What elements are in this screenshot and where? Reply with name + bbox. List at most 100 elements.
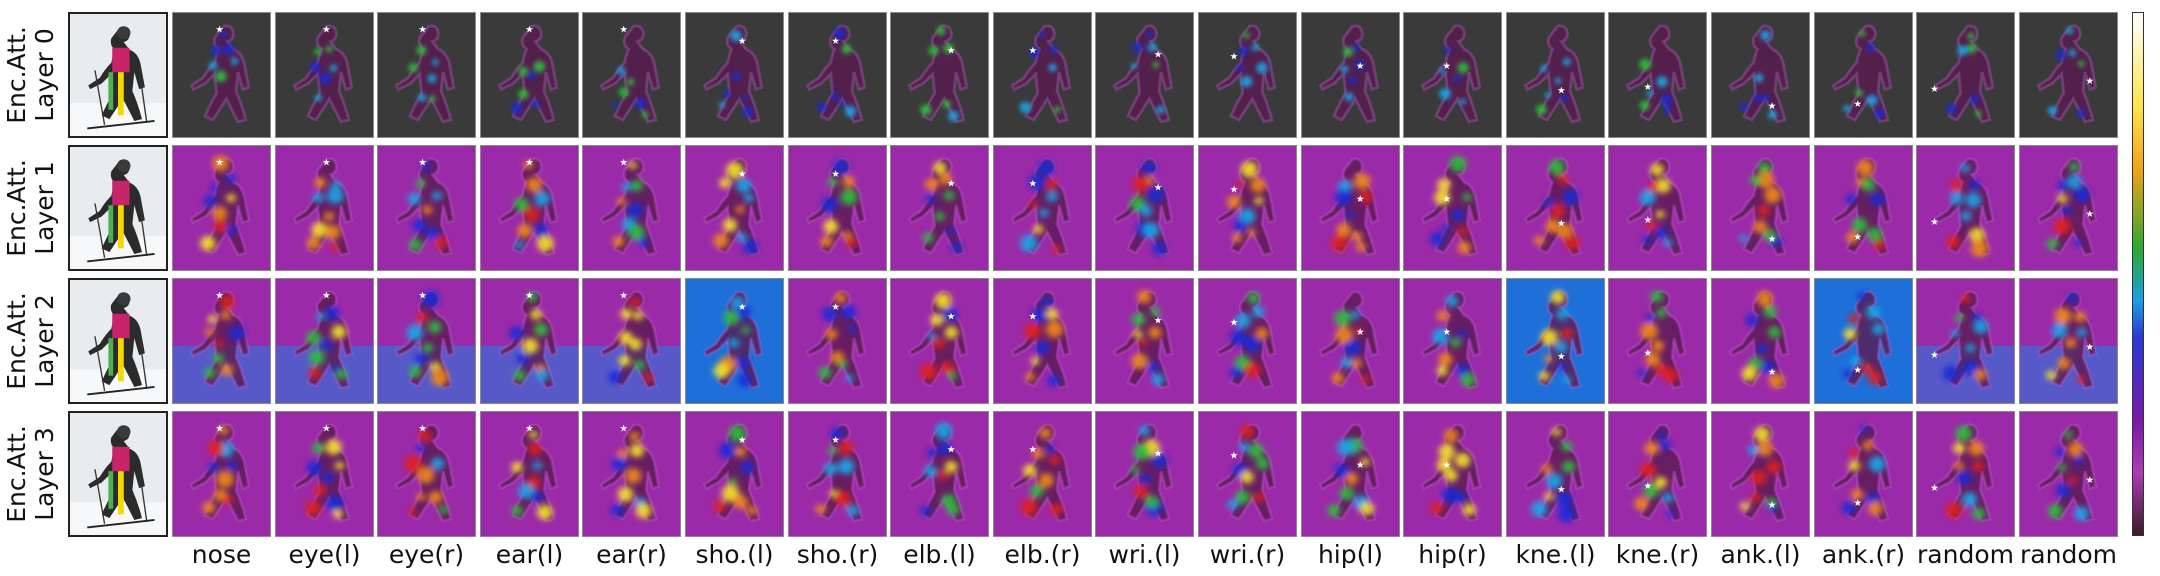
attention-map-panel: ★: [172, 145, 271, 271]
query-star-marker: ★: [1442, 61, 1451, 72]
query-star-marker: ★: [619, 291, 628, 302]
query-star-marker: ★: [1230, 450, 1239, 461]
attention-map-panel: ★: [2019, 411, 2118, 537]
attention-map-panel: ★: [377, 12, 476, 138]
attention-map-panel: ★: [1403, 278, 1502, 404]
query-star-marker: ★: [947, 312, 956, 323]
query-star-marker: ★: [525, 158, 534, 169]
column-label: kne.(l): [1515, 540, 1596, 569]
row-label: Enc.Att. Layer 2: [0, 278, 62, 404]
original-skier-image: [68, 411, 168, 537]
attention-map-panel: ★: [685, 145, 784, 271]
query-star-marker: ★: [619, 424, 628, 435]
attention-map-panel: ★: [1095, 145, 1194, 271]
attention-map-panel: ★: [788, 145, 887, 271]
query-star-marker: ★: [1356, 327, 1365, 338]
query-star-marker: ★: [1028, 445, 1037, 456]
query-star-marker: ★: [1230, 317, 1239, 328]
query-star-marker: ★: [831, 302, 840, 313]
attention-map-panel: ★: [1711, 411, 1810, 537]
attention-map-panel: ★: [1301, 12, 1400, 138]
attention-map-panel: ★: [1198, 411, 1297, 537]
row-label-line: Enc.Att.: [2, 292, 32, 390]
query-star-marker: ★: [738, 435, 747, 446]
colorbar: [2132, 12, 2144, 536]
query-star-marker: ★: [1028, 46, 1037, 57]
query-star-marker: ★: [738, 302, 747, 313]
original-skier-image: [68, 278, 168, 404]
attention-map-panel: ★: [582, 12, 681, 138]
attention-map-panel: ★: [480, 278, 579, 404]
query-star-marker: ★: [2085, 475, 2094, 486]
row-label: Enc.Att. Layer 0: [0, 12, 62, 138]
attention-map-panel: ★: [172, 12, 271, 138]
attention-map-panel: ★: [1711, 12, 1810, 138]
query-star-marker: ★: [1356, 460, 1365, 471]
query-star-marker: ★: [619, 25, 628, 36]
row-label-line: Enc.Att.: [2, 26, 32, 124]
column-label: hip(l): [1317, 540, 1384, 569]
attention-map-panel: ★: [1608, 278, 1707, 404]
attention-map-panel: ★: [275, 12, 374, 138]
query-star-marker: ★: [525, 25, 534, 36]
attention-map-panel: ★: [1403, 411, 1502, 537]
query-star-marker: ★: [947, 445, 956, 456]
column-label: ank.(l): [1720, 540, 1801, 569]
attention-map-panel: ★: [993, 278, 1092, 404]
attention-map-panel: ★: [890, 12, 989, 138]
attention-map-panel: ★: [1814, 411, 1913, 537]
column-label: random: [1917, 540, 2014, 569]
query-star-marker: ★: [215, 25, 224, 36]
row-label-line: Layer 0: [30, 28, 60, 122]
attention-map-panel: ★: [1916, 12, 2015, 138]
query-star-marker: ★: [1557, 219, 1566, 230]
query-star-marker: ★: [2085, 342, 2094, 353]
attention-map-panel: ★: [172, 411, 271, 537]
query-star-marker: ★: [322, 25, 331, 36]
query-star-marker: ★: [525, 424, 534, 435]
attention-map-panel: ★: [890, 411, 989, 537]
column-label: elb.(l): [903, 540, 976, 569]
attention-map-panel: ★: [1095, 12, 1194, 138]
query-star-marker: ★: [1768, 234, 1777, 245]
attention-map-panel: ★: [377, 278, 476, 404]
query-star-marker: ★: [1768, 500, 1777, 511]
attention-map-panel: ★: [993, 145, 1092, 271]
column-label: elb.(r): [1004, 540, 1081, 569]
query-star-marker: ★: [1230, 184, 1239, 195]
attention-map-panel: ★: [788, 411, 887, 537]
attention-map-panel: ★: [377, 145, 476, 271]
column-label: sho.(r): [796, 540, 879, 569]
attention-map-panel: ★: [1198, 145, 1297, 271]
attention-map-panel: ★: [1814, 12, 1913, 138]
query-star-marker: ★: [1930, 483, 1939, 494]
row-label: Enc.Att. Layer 3: [0, 411, 62, 537]
column-label: nose: [191, 540, 252, 569]
attention-map-panel: ★: [1916, 145, 2015, 271]
row-label-line: Layer 1: [30, 161, 60, 255]
attention-map-panel: ★: [1506, 145, 1605, 271]
query-star-marker: ★: [738, 169, 747, 180]
original-skier-image: [68, 12, 168, 138]
query-star-marker: ★: [215, 158, 224, 169]
query-star-marker: ★: [1028, 312, 1037, 323]
attention-map-panel: ★: [1506, 12, 1605, 138]
query-star-marker: ★: [1768, 101, 1777, 112]
attention-map-panel: ★: [1608, 411, 1707, 537]
attention-map-panel: ★: [993, 12, 1092, 138]
attention-map-panel: ★: [685, 12, 784, 138]
attention-map-panel: ★: [1916, 278, 2015, 404]
row-label-line: Enc.Att.: [2, 425, 32, 523]
query-star-marker: ★: [1028, 179, 1037, 190]
query-star-marker: ★: [215, 424, 224, 435]
attention-map-panel: ★: [275, 278, 374, 404]
attention-map-panel: ★: [993, 411, 1092, 537]
attention-map-panel: ★: [172, 278, 271, 404]
query-star-marker: ★: [1853, 99, 1862, 110]
query-star-marker: ★: [831, 169, 840, 180]
attention-map-panel: ★: [1095, 278, 1194, 404]
query-star-marker: ★: [619, 158, 628, 169]
attention-map-panel: ★: [1608, 12, 1707, 138]
attention-map-panel: ★: [1301, 278, 1400, 404]
attention-map-panel: ★: [480, 12, 579, 138]
